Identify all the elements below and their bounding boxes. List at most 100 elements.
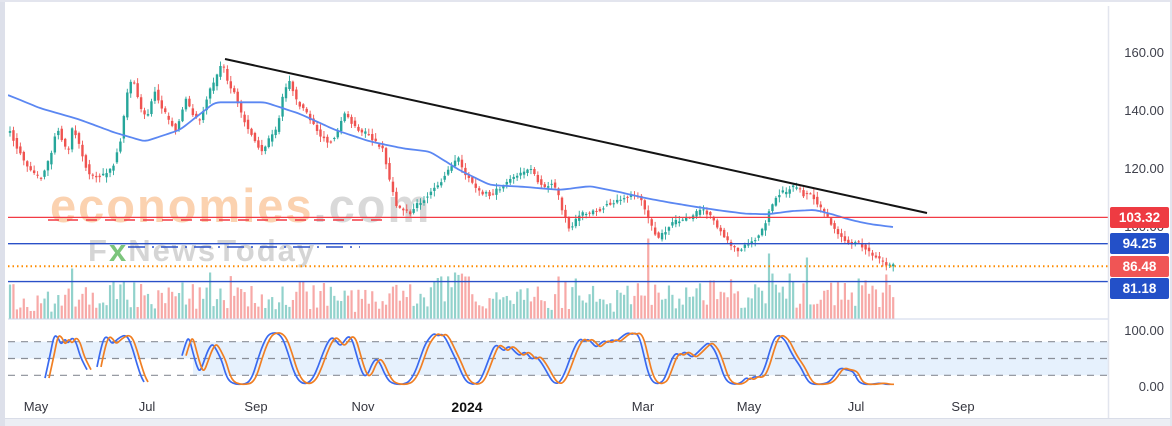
volume-bar <box>750 298 753 319</box>
volume-bar <box>177 293 181 319</box>
candle-body <box>747 244 750 246</box>
candle-body <box>12 130 15 141</box>
volume-bar <box>115 299 119 319</box>
candle-body <box>319 129 322 137</box>
candle-body <box>581 212 584 216</box>
volume-bar <box>650 304 653 319</box>
candle-body <box>143 110 146 115</box>
candle-body <box>136 83 139 98</box>
volume-bar <box>798 303 802 319</box>
volume-bar <box>502 297 505 319</box>
x-axis-label: Sep <box>244 399 268 414</box>
candle-body <box>767 211 771 223</box>
candle-body <box>436 185 439 188</box>
volume-bar <box>281 286 284 319</box>
watermark-tag-x: x <box>108 233 129 268</box>
volume-bar <box>667 285 671 319</box>
candle-body <box>122 116 126 139</box>
volume-bar <box>843 283 846 319</box>
volume-bar <box>77 299 81 319</box>
volume-bar <box>781 286 784 319</box>
volume-bar <box>612 311 615 319</box>
volume-bar <box>850 292 853 319</box>
volume-bar <box>453 272 457 319</box>
candle-body <box>426 196 429 198</box>
volume-bar <box>464 276 467 319</box>
volume-bar <box>271 297 274 319</box>
candle-body <box>809 193 812 195</box>
candle-body <box>415 203 419 209</box>
volume-bar <box>15 309 18 319</box>
x-axis-label: May <box>23 399 49 414</box>
volume-bar <box>19 307 22 319</box>
volume-bar <box>260 294 263 319</box>
candle-body <box>702 209 705 211</box>
candle-body <box>567 217 571 229</box>
volume-bar <box>136 307 139 319</box>
volume-bar <box>564 280 567 319</box>
volume-bar <box>536 286 539 319</box>
candle-body <box>736 247 740 252</box>
volume-bar <box>792 281 795 319</box>
candle-body <box>812 194 816 200</box>
volume-bar <box>143 295 146 319</box>
volume-bar <box>823 290 826 319</box>
volume-bar <box>67 288 70 319</box>
candle-body <box>757 235 760 238</box>
candle-body <box>847 239 850 243</box>
volume-bar <box>888 284 891 319</box>
candle-body <box>129 81 132 94</box>
candle-body <box>298 102 301 107</box>
candle-body <box>519 172 522 176</box>
volume-bar <box>498 299 501 319</box>
volume-bar <box>295 291 298 319</box>
candle-body <box>871 252 874 256</box>
candle-body <box>764 223 767 231</box>
watermark-tagline: FxNewsToday <box>88 235 431 266</box>
volume-bar <box>450 287 453 319</box>
candle-body <box>281 96 284 117</box>
volume-bar <box>736 291 740 319</box>
volume-bar <box>885 274 888 319</box>
candle-body <box>857 241 860 243</box>
volume-bar <box>153 308 156 319</box>
volume-bar <box>433 281 436 319</box>
volume-bar <box>619 292 622 319</box>
volume-bar <box>191 284 194 319</box>
candle-body <box>553 182 557 188</box>
osc-axis-tick: 100.00 <box>1124 323 1164 338</box>
candle-body <box>57 130 60 136</box>
candle-body <box>602 208 605 210</box>
stochastic-k-line <box>96 334 145 383</box>
volume-bar <box>698 283 702 319</box>
watermark-tag-rest: NewsToday <box>128 233 317 268</box>
candle-body <box>260 144 264 152</box>
volume-bar <box>384 304 388 319</box>
candle-body <box>750 241 753 244</box>
volume-bar <box>333 295 336 319</box>
volume-bar <box>447 276 450 319</box>
candle-body <box>364 131 367 134</box>
candle-body <box>609 202 612 205</box>
volume-bar <box>167 287 170 319</box>
candle-body <box>778 195 781 198</box>
candle-body <box>70 128 74 150</box>
watermark-tag-f: F <box>88 233 109 268</box>
candle-body <box>119 141 122 152</box>
candle-body <box>219 66 222 77</box>
volume-bar <box>522 299 526 319</box>
candle-body <box>312 118 315 125</box>
candle-body <box>619 199 622 201</box>
candle-body <box>26 161 29 167</box>
candle-body <box>60 128 63 141</box>
candle-body <box>398 205 402 208</box>
volume-bar <box>43 298 46 319</box>
candle-body <box>867 247 871 252</box>
volume-bar <box>381 301 384 319</box>
volume-bar <box>443 301 446 319</box>
volume-bar <box>729 279 733 319</box>
candle-body <box>533 169 536 175</box>
candle-body <box>343 113 346 122</box>
